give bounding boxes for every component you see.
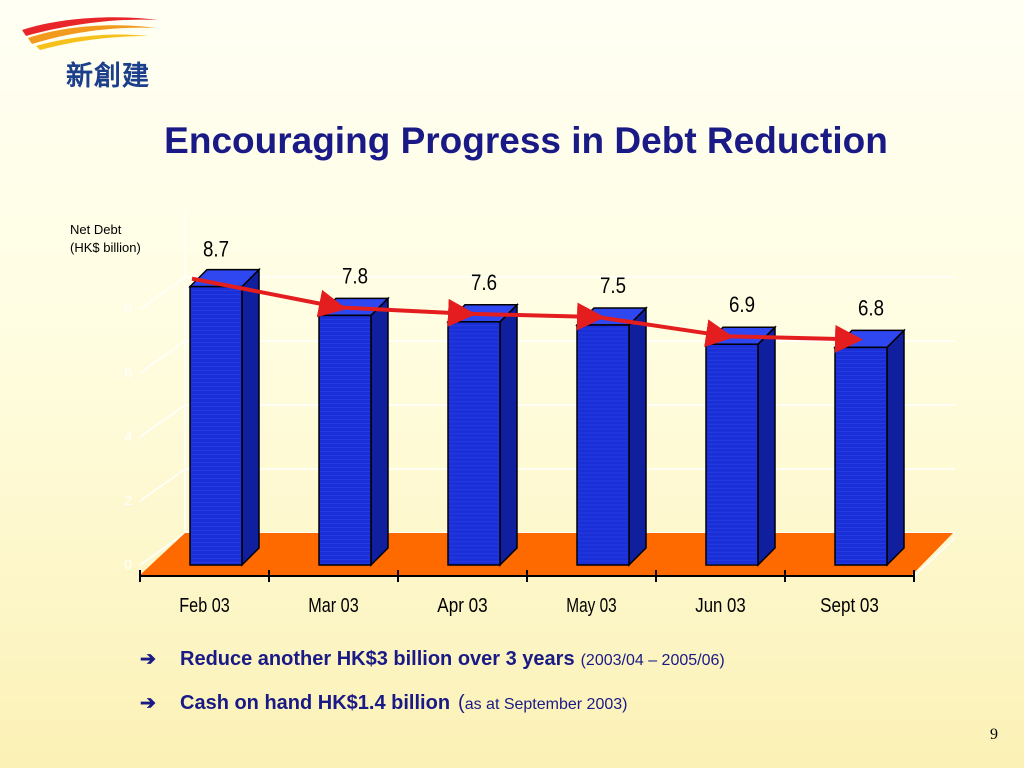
bullet-note: as at September 2003)	[464, 696, 628, 713]
x-axis-side	[913, 537, 956, 577]
grid-line-side	[139, 532, 186, 566]
bar-value-label: 6.9	[729, 292, 755, 317]
bullet-list: ➔ Reduce another HK$3 billion over 3 yea…	[140, 648, 725, 736]
bar	[834, 346, 888, 566]
net-debt-bar-chart: 0 2 4 6 8 8.7 Feb 03 7.8 Mar 03 7.6 Apr 03 7.5 May 0…	[124, 236, 956, 617]
bar-value-label: 7.6	[471, 270, 497, 295]
bar-value-label: 8.7	[203, 237, 229, 262]
chart-floor	[140, 533, 953, 575]
x-tick-label: Mar 03	[308, 595, 358, 617]
bullet-item: ➔ Reduce another HK$3 billion over 3 yea…	[140, 648, 725, 692]
bullet-item: ➔ Cash on hand HK$1.4 billion ( as at Se…	[140, 692, 725, 736]
trend-line-segment	[725, 324, 863, 353]
x-tick-label: Feb 03	[179, 595, 229, 617]
trend-line-segment	[467, 302, 605, 331]
bullet-paren: (	[458, 692, 465, 714]
trend-line-segment	[338, 298, 476, 327]
bar-side	[499, 302, 518, 567]
bar-value-label: 7.8	[342, 263, 368, 288]
page-number: 9	[990, 726, 998, 743]
grid-line-side	[139, 276, 186, 310]
bullet-text: Cash on hand HK$1.4 billion	[180, 692, 451, 714]
bar-side	[628, 306, 647, 567]
y-tick-label: 6	[124, 364, 132, 380]
logo-swoosh-icon	[22, 17, 158, 50]
bar-value-label: 7.5	[600, 273, 626, 298]
y-axis-label: Net Debt (HK$ billion)	[70, 221, 141, 257]
trend-line-segment	[596, 315, 734, 348]
bar-side	[886, 328, 905, 567]
bar-side	[370, 296, 389, 567]
logo-text: 新創建	[66, 61, 150, 92]
y-tick-label: 2	[124, 492, 132, 508]
y-tick-label: 4	[124, 428, 132, 444]
bullet-note: (2003/04 – 2005/06)	[580, 652, 725, 669]
arrow-right-icon: ➔	[140, 693, 156, 714]
grid-line-side	[139, 404, 186, 438]
bar-side	[757, 325, 776, 567]
bar	[447, 321, 501, 566]
y-axis-label-line2: (HK$ billion)	[70, 240, 141, 255]
y-tick-label: 0	[124, 556, 132, 572]
company-logo: 新創建	[18, 14, 188, 92]
slide-title: Encouraging Progress in Debt Reduction	[164, 120, 888, 161]
bar-side	[241, 267, 260, 567]
arrow-right-icon: ➔	[140, 649, 156, 670]
x-tick-label: Sept 03	[820, 595, 879, 617]
bar-value-label: 6.8	[858, 295, 884, 320]
x-tick-label: Jun 03	[695, 595, 745, 617]
x-tick-label: May 03	[566, 595, 616, 617]
trend-line-segment	[191, 276, 347, 318]
x-tick-label: Apr 03	[437, 595, 487, 617]
grid-line-side	[139, 468, 186, 502]
bar	[189, 285, 243, 566]
bar	[705, 343, 759, 566]
y-tick-label: 8	[124, 300, 132, 316]
y-axis-label-line1: Net Debt	[70, 222, 122, 237]
bullet-text: Reduce another HK$3 billion over 3 years	[180, 648, 575, 670]
grid-line-side	[139, 340, 186, 374]
